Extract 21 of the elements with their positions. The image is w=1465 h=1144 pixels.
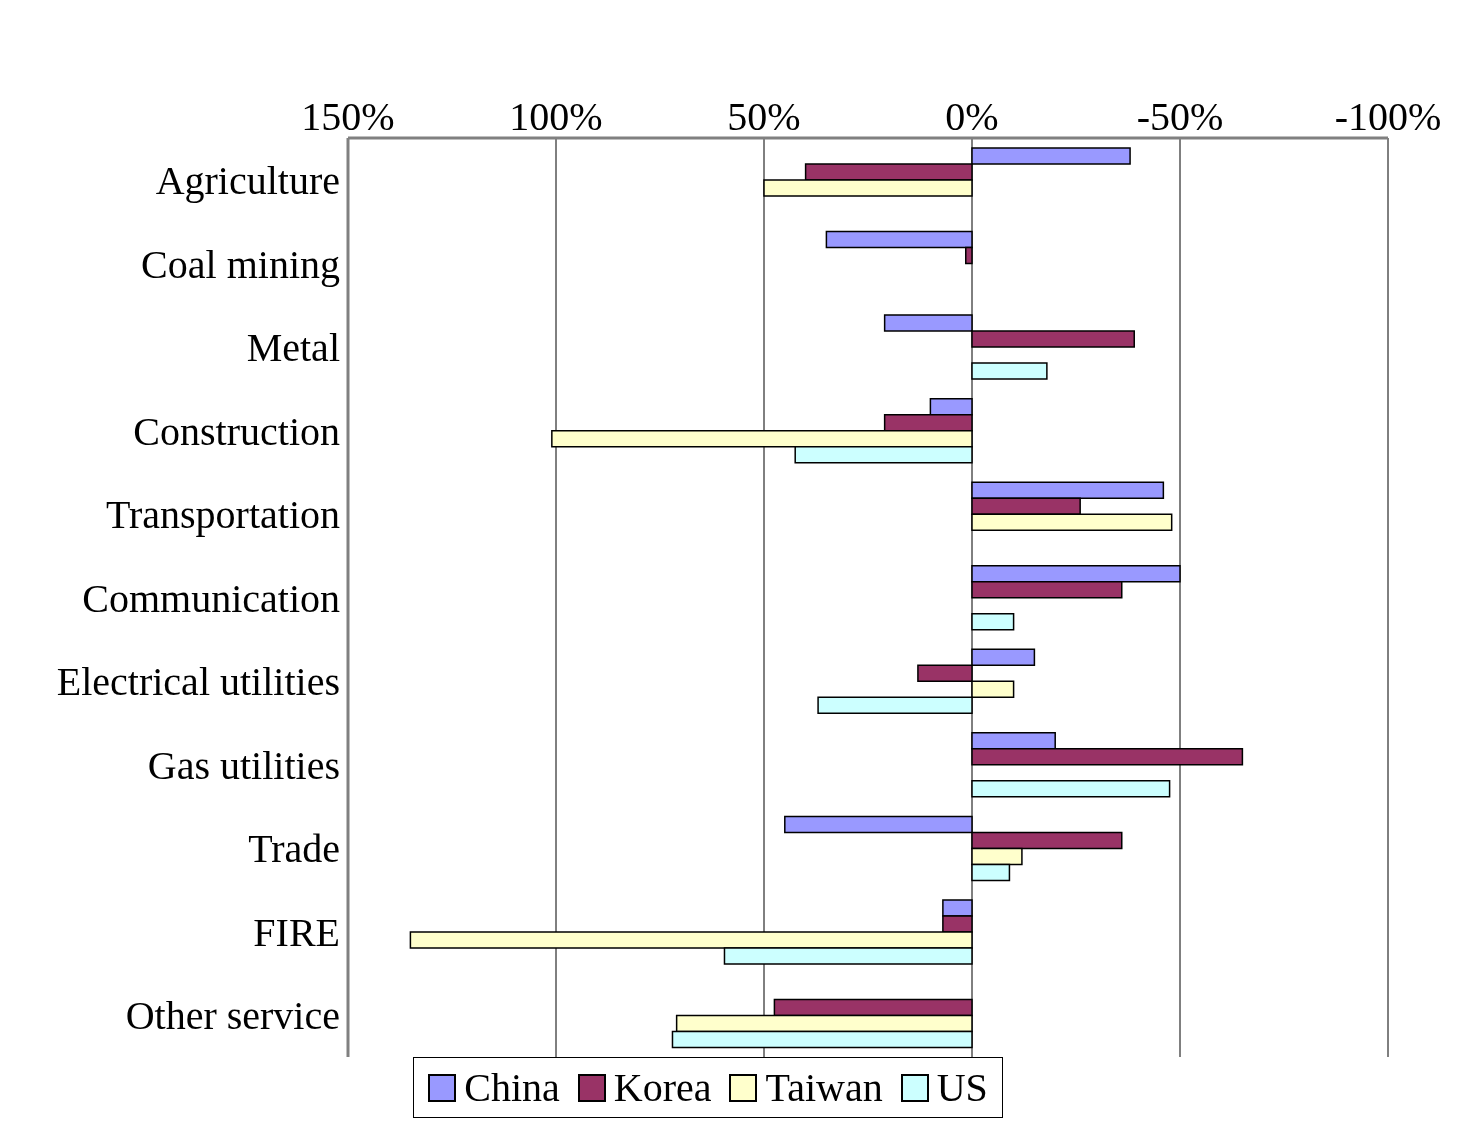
- x-tick-label: -50%: [1136, 94, 1224, 139]
- y-tick-label: Communication: [82, 575, 340, 621]
- y-tick-label: Coal mining: [141, 241, 340, 287]
- x-tick-label: 0%: [945, 94, 999, 139]
- legend-label: US: [936, 1064, 988, 1111]
- x-tick-label: 100%: [509, 94, 603, 139]
- x-tick-label: 150%: [301, 94, 395, 139]
- y-tick-label: Transportation: [105, 492, 340, 538]
- legend-label: Taiwan: [765, 1064, 883, 1111]
- y-tick-label: Agriculture: [155, 157, 340, 203]
- y-tick-label: Gas utilities: [147, 742, 340, 788]
- y-tick-label: Trade: [248, 826, 340, 872]
- x-tick-label: 50%: [727, 94, 801, 139]
- y-tick-label: FIRE: [253, 909, 340, 955]
- y-tick-label: Metal: [246, 325, 340, 371]
- legend-label: Korea: [613, 1064, 712, 1111]
- y-tick-label: Construction: [133, 408, 340, 454]
- x-tick-label: -100%: [1334, 94, 1442, 139]
- y-tick-label: Electrical utilities: [56, 659, 340, 705]
- y-tick-label: Other service: [125, 993, 340, 1039]
- legend-label: China: [464, 1064, 560, 1111]
